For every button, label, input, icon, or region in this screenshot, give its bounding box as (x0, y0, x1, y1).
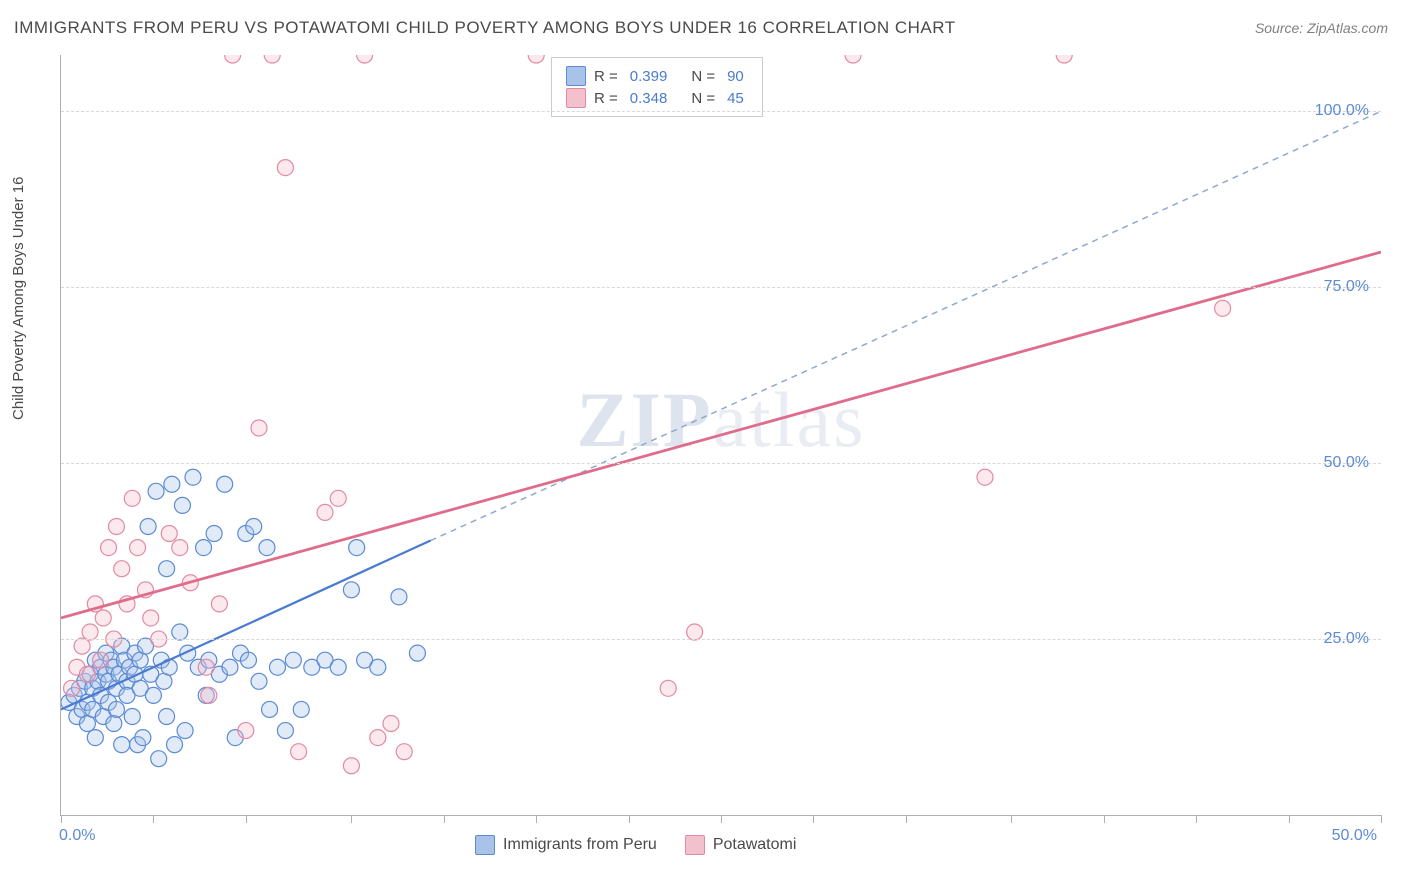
x-tick (629, 815, 630, 823)
r-label: R = (594, 90, 618, 107)
legend-label-2: Potawatomi (713, 836, 797, 854)
x-tick (351, 815, 352, 823)
gridline (61, 111, 1381, 112)
chart-title: IMMIGRANTS FROM PERU VS POTAWATOMI CHILD… (14, 18, 956, 38)
legend-label-1: Immigrants from Peru (503, 836, 657, 854)
x-tick (153, 815, 154, 823)
gridline (61, 287, 1381, 288)
chart-svg (61, 55, 1381, 815)
legend-stats-row-2: R = 0.348 N = 45 (566, 88, 748, 108)
swatch-series-2-icon (685, 835, 705, 855)
y-tick-label: 75.0% (1324, 278, 1369, 296)
x-tick (536, 815, 537, 823)
swatch-series-1-icon (475, 835, 495, 855)
n-value-2: 45 (727, 90, 744, 107)
x-tick (1196, 815, 1197, 823)
y-axis-label: Child Poverty Among Boys Under 16 (10, 177, 27, 420)
swatch-series-1 (566, 66, 586, 86)
n-label: N = (691, 90, 715, 107)
x-tick (906, 815, 907, 823)
y-tick-label: 100.0% (1315, 102, 1369, 120)
x-tick-min: 0.0% (59, 827, 95, 845)
legend-item-1: Immigrants from Peru (475, 835, 657, 855)
gridline (61, 639, 1381, 640)
y-tick-label: 50.0% (1324, 454, 1369, 472)
r-value-1: 0.399 (630, 68, 668, 85)
r-label: R = (594, 68, 618, 85)
x-tick (1381, 815, 1382, 823)
x-tick (444, 815, 445, 823)
swatch-series-2 (566, 88, 586, 108)
legend-series: Immigrants from Peru Potawatomi (475, 835, 796, 855)
legend-stats: R = 0.399 N = 90 R = 0.348 N = 45 (551, 57, 763, 117)
n-label: N = (691, 68, 715, 85)
x-tick-max: 50.0% (1332, 827, 1377, 845)
r-value-2: 0.348 (630, 90, 668, 107)
x-tick (721, 815, 722, 823)
x-tick (246, 815, 247, 823)
gridline (61, 463, 1381, 464)
watermark: ZIPatlas (577, 375, 866, 465)
source-attribution: Source: ZipAtlas.com (1255, 20, 1388, 36)
x-tick (61, 815, 62, 823)
x-tick (1289, 815, 1290, 823)
legend-item-2: Potawatomi (685, 835, 797, 855)
x-tick (813, 815, 814, 823)
x-tick (1104, 815, 1105, 823)
plot-area: ZIPatlas R = 0.399 N = 90 R = 0.348 N = … (60, 55, 1381, 816)
y-tick-label: 25.0% (1324, 630, 1369, 648)
x-tick (1011, 815, 1012, 823)
n-value-1: 90 (727, 68, 744, 85)
legend-stats-row-1: R = 0.399 N = 90 (566, 66, 748, 86)
